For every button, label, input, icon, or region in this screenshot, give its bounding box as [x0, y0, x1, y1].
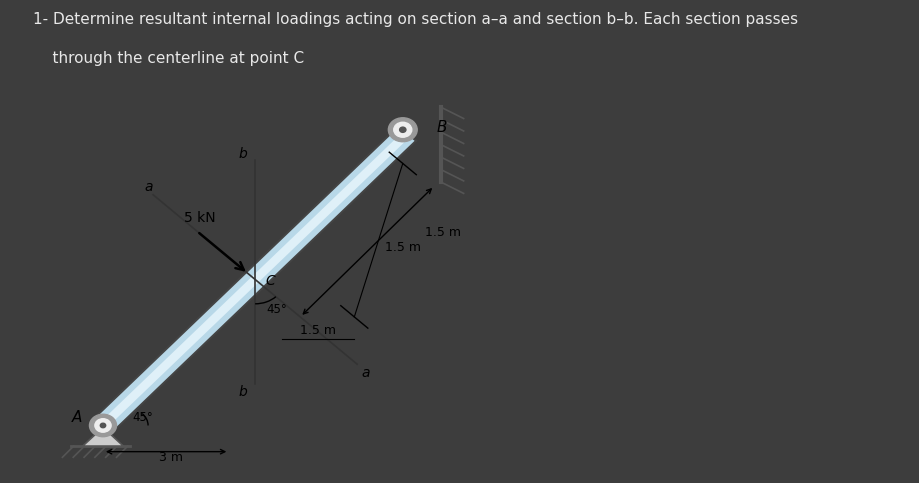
- Text: 45°: 45°: [132, 411, 153, 424]
- Circle shape: [388, 118, 416, 142]
- Text: 1.5 m: 1.5 m: [385, 242, 421, 255]
- Circle shape: [399, 127, 405, 132]
- Text: through the centerline at point C: through the centerline at point C: [33, 51, 304, 66]
- Text: b: b: [238, 147, 246, 161]
- Text: 3 m: 3 m: [158, 451, 182, 464]
- Polygon shape: [83, 427, 123, 446]
- Text: 1- Determine resultant internal loadings acting on section a–a and section b–b. : 1- Determine resultant internal loadings…: [33, 12, 798, 27]
- Text: 45°: 45°: [267, 303, 287, 316]
- Text: b: b: [238, 384, 246, 398]
- Text: 5 kN: 5 kN: [184, 211, 215, 225]
- Polygon shape: [99, 131, 410, 428]
- Circle shape: [95, 419, 111, 432]
- Text: a: a: [144, 180, 153, 194]
- Text: 1.5 m: 1.5 m: [300, 324, 335, 337]
- Text: a: a: [361, 366, 369, 380]
- Circle shape: [89, 414, 117, 437]
- Circle shape: [100, 423, 106, 428]
- Text: C: C: [265, 274, 275, 288]
- Text: A: A: [72, 410, 82, 425]
- Polygon shape: [94, 126, 415, 433]
- Circle shape: [393, 122, 412, 137]
- Text: 1.5 m: 1.5 m: [425, 227, 460, 240]
- Text: B: B: [437, 120, 447, 135]
